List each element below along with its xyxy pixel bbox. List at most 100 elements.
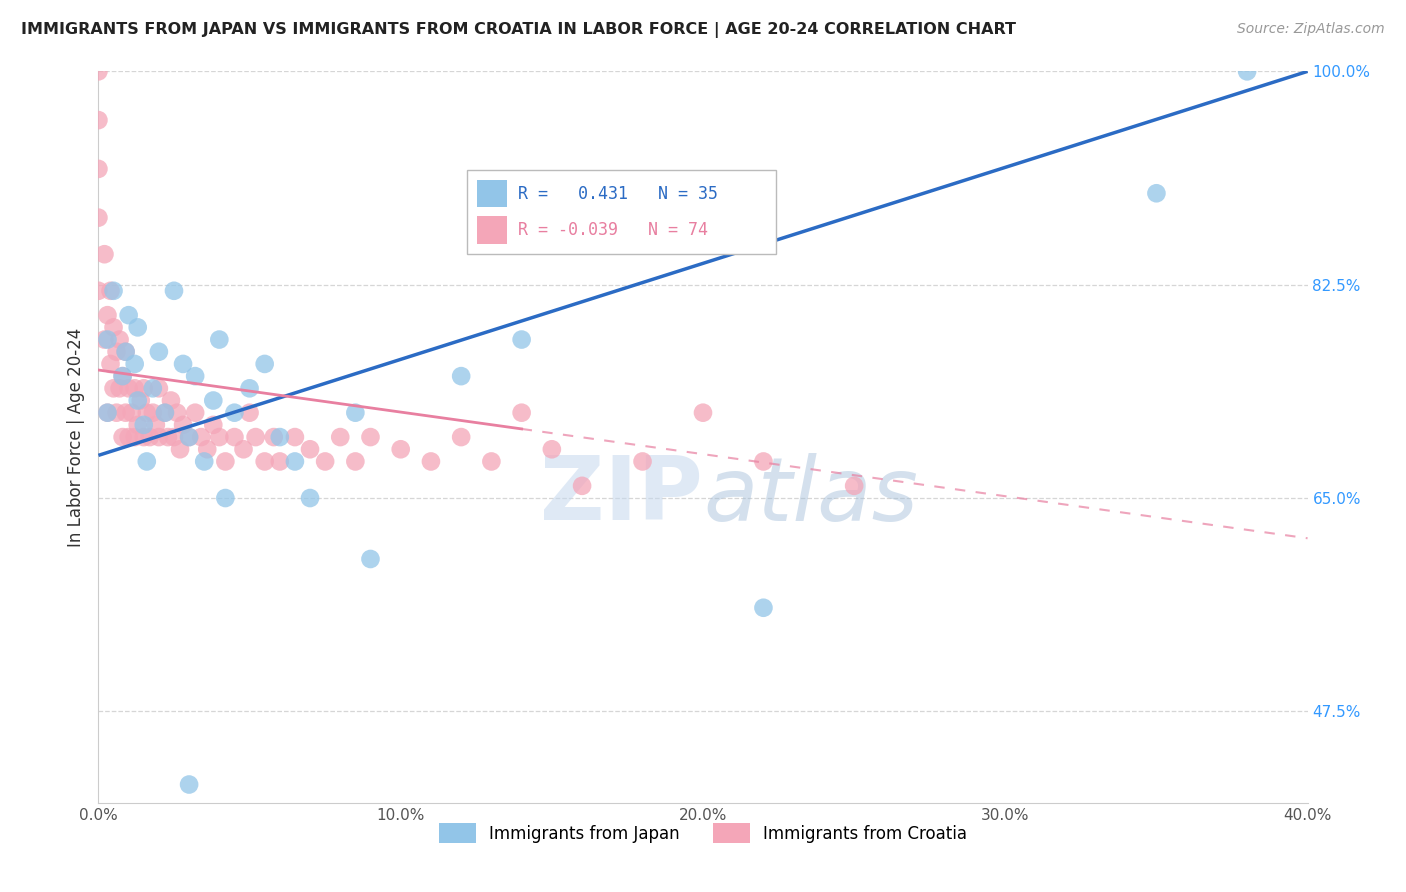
Point: [111, 369, 134, 384]
Point: [108, 381, 131, 395]
Point: [108, 333, 131, 347]
Text: IMMIGRANTS FROM JAPAN VS IMMIGRANTS FROM CROATIA IN LABOR FORCE | AGE 20-24 CORR: IMMIGRANTS FROM JAPAN VS IMMIGRANTS FROM…: [21, 22, 1017, 38]
Point: [142, 406, 165, 420]
Point: [571, 479, 593, 493]
Point: [87, 161, 110, 176]
Point: [145, 417, 167, 432]
Point: [510, 333, 533, 347]
Point: [253, 357, 276, 371]
Point: [245, 430, 267, 444]
Point: [118, 381, 141, 395]
Legend: Immigrants from Japan, Immigrants from Croatia: Immigrants from Japan, Immigrants from C…: [433, 817, 973, 849]
Point: [239, 406, 262, 420]
Point: [114, 344, 136, 359]
Point: [124, 430, 146, 444]
Text: R =   0.431   N = 35: R = 0.431 N = 35: [517, 185, 718, 202]
Point: [269, 430, 291, 444]
Point: [510, 406, 533, 420]
Point: [87, 211, 110, 225]
Text: Source: ZipAtlas.com: Source: ZipAtlas.com: [1237, 22, 1385, 37]
FancyBboxPatch shape: [477, 216, 508, 244]
Point: [450, 369, 472, 384]
Point: [344, 406, 367, 420]
Point: [540, 442, 562, 457]
Point: [87, 284, 110, 298]
Point: [172, 417, 194, 432]
Point: [360, 430, 382, 444]
Point: [844, 479, 866, 493]
Point: [118, 308, 141, 322]
Point: [269, 454, 291, 468]
Point: [329, 430, 352, 444]
Point: [124, 381, 146, 395]
Point: [96, 333, 118, 347]
Point: [253, 454, 276, 468]
Point: [284, 454, 307, 468]
Point: [179, 430, 201, 444]
Point: [208, 333, 231, 347]
Point: [139, 430, 162, 444]
Point: [160, 393, 183, 408]
Point: [127, 417, 149, 432]
Point: [96, 406, 118, 420]
Point: [239, 381, 262, 395]
Point: [135, 406, 157, 420]
Point: [103, 284, 125, 298]
Point: [202, 393, 225, 408]
Point: [344, 454, 367, 468]
Point: [692, 406, 714, 420]
Point: [169, 442, 191, 457]
Point: [93, 247, 115, 261]
Point: [1144, 186, 1167, 201]
Point: [195, 442, 218, 457]
Point: [172, 357, 194, 371]
Point: [127, 393, 149, 408]
Point: [132, 417, 155, 432]
Point: [193, 454, 215, 468]
Point: [481, 454, 503, 468]
Point: [148, 344, 170, 359]
Point: [214, 491, 236, 505]
Point: [121, 406, 143, 420]
Point: [179, 778, 201, 792]
Point: [214, 454, 236, 468]
Point: [166, 406, 188, 420]
Point: [389, 442, 412, 457]
Point: [184, 406, 207, 420]
Point: [105, 406, 128, 420]
Point: [111, 430, 134, 444]
Y-axis label: In Labor Force | Age 20-24: In Labor Force | Age 20-24: [66, 327, 84, 547]
Point: [111, 369, 134, 384]
Point: [148, 430, 170, 444]
FancyBboxPatch shape: [477, 179, 508, 208]
Point: [208, 430, 231, 444]
Point: [420, 454, 443, 468]
Point: [202, 417, 225, 432]
Point: [100, 284, 122, 298]
Point: [156, 430, 179, 444]
Point: [299, 442, 322, 457]
Point: [132, 381, 155, 395]
Point: [263, 430, 285, 444]
Point: [135, 454, 157, 468]
Point: [153, 406, 176, 420]
Point: [114, 344, 136, 359]
Point: [129, 393, 152, 408]
Point: [87, 113, 110, 128]
Point: [1236, 64, 1258, 78]
Point: [96, 406, 118, 420]
FancyBboxPatch shape: [467, 170, 776, 254]
Point: [163, 430, 186, 444]
Point: [360, 552, 382, 566]
Point: [299, 491, 322, 505]
Point: [114, 406, 136, 420]
Point: [93, 333, 115, 347]
Point: [179, 430, 201, 444]
Point: [132, 430, 155, 444]
Point: [142, 381, 165, 395]
Point: [184, 369, 207, 384]
Point: [127, 320, 149, 334]
Point: [224, 406, 246, 420]
Point: [163, 284, 186, 298]
Point: [232, 442, 254, 457]
